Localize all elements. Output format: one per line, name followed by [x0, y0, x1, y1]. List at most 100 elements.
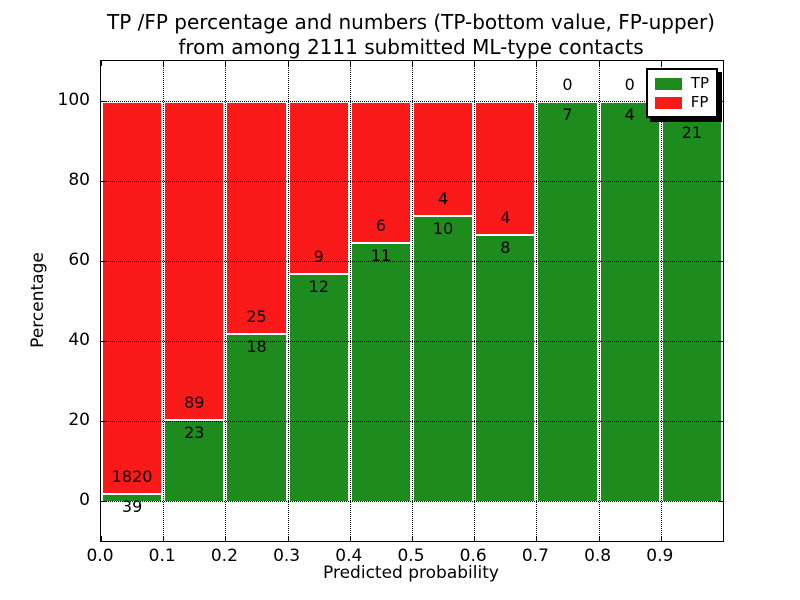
y-tick-mark — [718, 341, 723, 342]
fp-swatch-icon — [654, 96, 682, 109]
legend: TP FP — [645, 68, 718, 118]
x-gridline — [163, 61, 165, 541]
tp-bar-segment — [660, 119, 723, 501]
y-tick-mark — [718, 181, 723, 182]
legend-label: TP — [690, 74, 709, 92]
y-gridline — [101, 421, 723, 422]
x-tick-mark — [660, 536, 662, 541]
fp-count-label: 0 — [562, 75, 573, 94]
fp-bar-segment — [412, 101, 475, 216]
y-tick-mark — [718, 421, 723, 422]
x-tick-mark — [349, 536, 351, 541]
tp-bar-segment — [163, 419, 226, 501]
x-gridline — [287, 61, 289, 541]
x-tick-mark — [412, 61, 413, 66]
x-tick-mark — [412, 536, 413, 541]
fp-bar-segment — [474, 101, 537, 235]
y-tick-mark — [718, 501, 723, 502]
x-tick-mark — [287, 536, 289, 541]
tp-count-label: 12 — [308, 276, 329, 296]
legend-item-tp: TP — [654, 74, 709, 93]
x-tick-mark — [287, 61, 289, 66]
y-tick-label: 40 — [68, 330, 90, 350]
fp-bar-segment — [287, 101, 350, 273]
x-gridline — [536, 61, 538, 541]
x-tick-mark — [536, 536, 538, 541]
fp-count-label: 1820 — [111, 466, 153, 486]
y-tick-label: 100 — [57, 90, 90, 110]
plot-area: TP FP 39 1820 23 89 18 25 12 9 11 6 10 4 8 4 7 0 4 0 21 — [100, 60, 724, 542]
x-tick-label: 0.3 — [273, 546, 301, 566]
tp-count-label: 21 — [681, 123, 703, 142]
chart-title-line1: TP /FP percentage and numbers (TP-bottom… — [107, 10, 715, 34]
fp-count-label: 25 — [246, 307, 267, 327]
fp-count-label: 4 — [500, 208, 511, 228]
fp-count-label: 0 — [624, 75, 635, 94]
x-gridline — [412, 61, 413, 541]
tp-bar-segment — [287, 272, 350, 501]
x-tick-mark — [163, 61, 165, 66]
y-tick-mark — [101, 261, 106, 262]
y-tick-mark — [101, 181, 106, 182]
x-tick-label: 0.8 — [584, 546, 612, 566]
tp-bar-segment — [598, 101, 661, 501]
y-tick-mark — [101, 421, 106, 422]
y-tick-mark — [101, 101, 106, 102]
tp-count-label: 7 — [562, 105, 573, 124]
y-tick-mark — [101, 501, 106, 502]
tp-count-label: 4 — [624, 105, 635, 124]
fp-count-label: 6 — [375, 216, 386, 236]
y-tick-label: 60 — [68, 250, 90, 270]
x-tick-mark — [474, 61, 476, 66]
y-tick-label: 0 — [79, 490, 90, 510]
tp-swatch-icon — [654, 77, 682, 90]
x-tick-mark — [536, 61, 538, 66]
x-tick-mark — [349, 61, 351, 66]
x-tick-label: 0.0 — [86, 546, 114, 566]
x-tick-label: 0.6 — [459, 546, 487, 566]
y-gridline — [101, 181, 723, 182]
y-tick-mark — [718, 261, 723, 262]
tp-bar-segment — [349, 242, 412, 501]
x-tick-mark — [225, 536, 227, 541]
x-tick-label: 0.7 — [521, 546, 549, 566]
tp-bar-segment — [412, 215, 475, 501]
tp-count-label: 23 — [184, 423, 205, 442]
fp-bar-segment — [225, 101, 288, 334]
tp-count-label: 8 — [500, 238, 511, 258]
x-tick-mark — [101, 61, 102, 66]
y-tick-label: 80 — [68, 170, 90, 190]
x-tick-label: 0.9 — [646, 546, 674, 566]
tp-count-label: 18 — [246, 337, 267, 357]
x-tick-mark — [598, 536, 600, 541]
tp-bar-segment — [536, 101, 599, 501]
x-tick-mark — [163, 536, 165, 541]
tp-bar-segment — [474, 234, 537, 501]
x-tick-mark — [225, 61, 227, 66]
tp-bar-segment — [101, 492, 164, 501]
fp-count-label: 89 — [184, 393, 205, 412]
y-gridline — [101, 261, 723, 262]
fp-count-label: 4 — [438, 189, 449, 209]
fp-bar-segment — [101, 101, 164, 493]
x-tick-label: 0.5 — [397, 546, 425, 566]
x-gridline — [225, 61, 227, 541]
x-gridline — [598, 61, 600, 541]
x-gridline — [474, 61, 476, 541]
x-axis-label: Predicted probability — [323, 563, 499, 583]
y-tick-mark — [101, 341, 106, 342]
tp-bar-segment — [225, 333, 288, 501]
x-tick-label: 0.2 — [210, 546, 238, 566]
x-gridline — [660, 61, 662, 541]
x-gridline — [349, 61, 351, 541]
x-tick-label: 0.4 — [335, 546, 363, 566]
y-tick-label: 20 — [68, 410, 90, 430]
y-gridline — [101, 501, 723, 502]
x-tick-mark — [660, 61, 662, 66]
tp-count-label: 10 — [432, 219, 454, 239]
y-gridline — [101, 341, 723, 342]
fp-count-label: 9 — [313, 246, 324, 266]
tp-count-label: 39 — [121, 496, 143, 516]
x-tick-mark — [598, 61, 600, 66]
